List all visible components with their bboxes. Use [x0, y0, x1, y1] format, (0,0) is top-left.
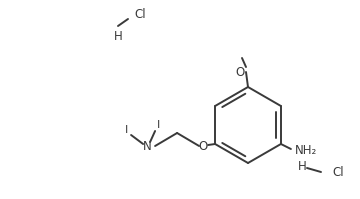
Text: N: N	[143, 140, 152, 153]
Text: Cl: Cl	[134, 8, 146, 20]
Text: NH₂: NH₂	[295, 144, 317, 157]
Text: I: I	[157, 120, 160, 130]
Text: O: O	[235, 66, 245, 79]
Text: H: H	[298, 161, 306, 174]
Text: H: H	[114, 29, 122, 43]
Text: I: I	[125, 125, 128, 135]
Text: O: O	[198, 140, 208, 153]
Text: Cl: Cl	[332, 166, 344, 179]
